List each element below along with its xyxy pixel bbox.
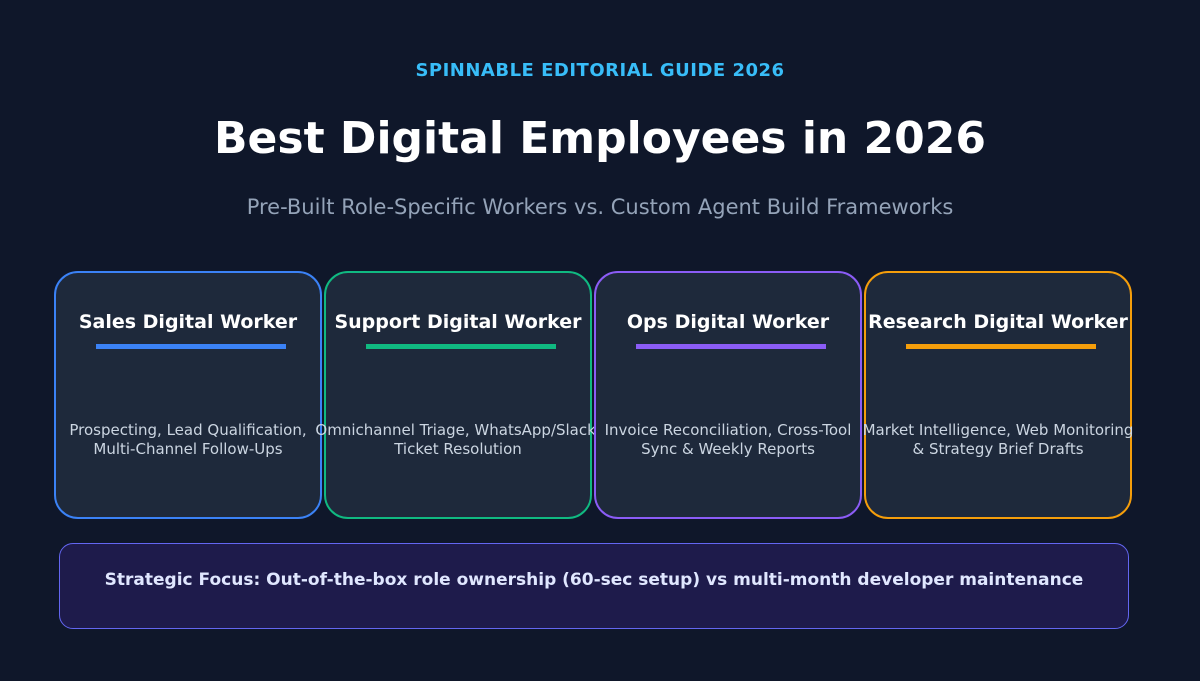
strategic-focus-text: Strategic Focus: Out-of-the-box role own… (104, 570, 1084, 590)
card-description-line: Ticket Resolution (394, 440, 522, 458)
card-description-line: Multi-Channel Follow-Ups (93, 440, 283, 458)
card-title: Research Digital Worker (868, 311, 1128, 333)
card-research: Research Digital Worker Market Intellige… (863, 271, 1133, 519)
card-title: Sales Digital Worker (78, 311, 298, 333)
card-accent-bar (906, 344, 1096, 349)
card-sales: Sales Digital Worker Prospecting, Lead Q… (54, 271, 322, 519)
card-accent-bar (636, 344, 826, 349)
card-description-line: Invoice Reconciliation, Cross-Tool (604, 421, 852, 439)
eyebrow-label: SPINNABLE EDITORIAL GUIDE 2026 (415, 60, 785, 81)
card-description: Prospecting, Lead Qualification, Multi-C… (16, 421, 360, 459)
card-title: Ops Digital Worker (626, 311, 830, 333)
strategic-focus-banner: Strategic Focus: Out-of-the-box role own… (59, 543, 1129, 629)
card-support: Support Digital Worker Omnichannel Triag… (315, 271, 601, 519)
page-subtitle: Pre-Built Role-Specific Workers vs. Cust… (246, 195, 954, 219)
card-accent-bar (96, 344, 286, 349)
page-title: Best Digital Employees in 2026 (214, 113, 986, 164)
card-description-line: & Strategy Brief Drafts (912, 440, 1084, 458)
card-description: Invoice Reconciliation, Cross-Tool Sync … (556, 421, 900, 459)
card-accent-bar (366, 344, 556, 349)
card-ops: Ops Digital Worker Invoice Reconciliatio… (594, 271, 862, 519)
card-description-line: Prospecting, Lead Qualification, (69, 421, 307, 439)
card-description-line: Market Intelligence, Web Monitoring (862, 421, 1134, 439)
card-description-line: Omnichannel Triage, WhatsApp/Slack, (315, 421, 601, 439)
card-description: Market Intelligence, Web Monitoring & St… (826, 421, 1170, 459)
card-description: Omnichannel Triage, WhatsApp/Slack, Tick… (286, 421, 630, 459)
card-description-line: Sync & Weekly Reports (641, 440, 815, 458)
card-title: Support Digital Worker (334, 311, 582, 333)
